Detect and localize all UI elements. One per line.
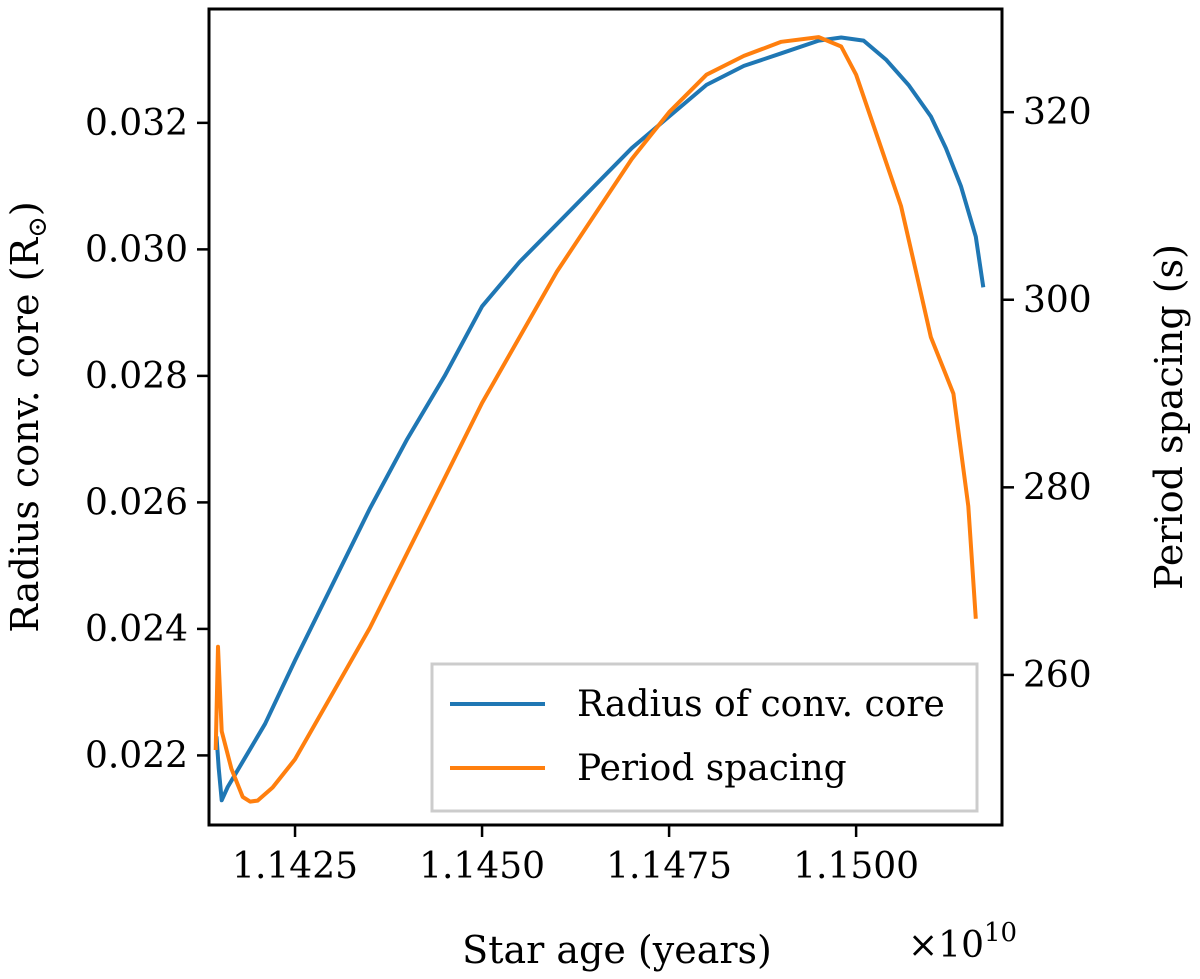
y-right-tick-label: 280 — [1023, 467, 1092, 508]
y-left-tick-label: 0.026 — [85, 482, 188, 523]
y-axis-left: 0.022 0.024 0.026 0.028 0.030 0.032 — [85, 103, 209, 776]
series-layer — [213, 35, 986, 804]
y-axis-right-title: Period spacing (s) — [1147, 244, 1191, 590]
series-line-0 — [214, 35, 986, 803]
y-left-tick-label: 0.030 — [85, 229, 188, 270]
y-axis-right: 260 280 300 320 — [1002, 92, 1092, 696]
y-left-title-symbol: ⊙ — [23, 216, 53, 238]
x-tick-label: 1.1500 — [793, 846, 919, 887]
y-left-title-text: Radius conv. core (R — [3, 237, 47, 633]
x-offset-base: ×10 — [908, 925, 984, 966]
y-right-tick-label: 300 — [1023, 280, 1092, 321]
x-axis: 1.1425 1.1450 1.1475 1.1500 — [232, 825, 919, 887]
y-left-tick-label: 0.024 — [85, 609, 188, 650]
x-offset-label: ×1010 — [908, 918, 1017, 966]
x-tick-label: 1.1425 — [232, 846, 358, 887]
x-offset-exponent: 10 — [984, 918, 1017, 948]
plot-frame — [207, 7, 1004, 827]
y-axis-left-title: Radius conv. core (R⊙) — [3, 201, 53, 632]
y-right-tick-label: 320 — [1023, 92, 1092, 133]
legend-label-period: Period spacing — [577, 748, 847, 789]
legend: Radius of conv. core Period spacing — [430, 662, 979, 813]
series-line-1 — [213, 35, 978, 804]
y-right-tick-label: 260 — [1023, 655, 1092, 696]
y-left-title-close: ) — [3, 201, 47, 216]
y-left-tick-label: 0.022 — [85, 735, 188, 776]
legend-label-radius: Radius of conv. core — [577, 684, 945, 725]
x-tick-label: 1.1475 — [606, 846, 732, 887]
x-tick-label: 1.1450 — [419, 846, 545, 887]
y-left-tick-label: 0.028 — [85, 356, 188, 397]
y-left-tick-label: 0.032 — [85, 103, 188, 144]
x-axis-title: Star age (years) — [462, 928, 772, 972]
legend-frame — [430, 662, 979, 813]
